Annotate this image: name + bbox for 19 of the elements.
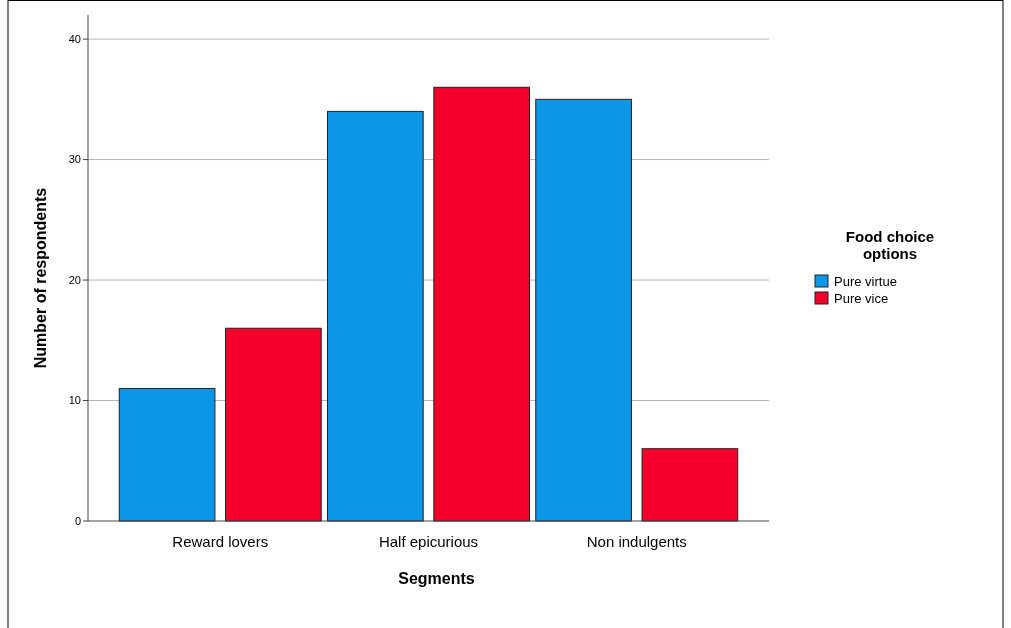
y-tick-label: 10 — [68, 394, 81, 407]
x-axis-title: Segments — [398, 570, 475, 587]
bar — [118, 387, 216, 522]
bar — [641, 448, 739, 522]
x-tick-label: Non indulgents — [586, 533, 687, 550]
y-tick-label: 30 — [68, 153, 81, 166]
bar — [535, 98, 632, 522]
legend-title: Food choice options — [845, 228, 935, 262]
bar — [225, 327, 322, 522]
x-tick-label: Reward lovers — [172, 533, 269, 550]
y-tick-label: 40 — [68, 32, 81, 45]
x-tick-label: Half epicurious — [378, 533, 479, 550]
y-axis-title: Number of respondents — [32, 187, 49, 369]
y-tick-label: 0 — [74, 514, 81, 527]
legend-label: Pure vice — [834, 290, 889, 306]
legend-label: Pure virtue — [834, 273, 897, 289]
bar — [433, 86, 530, 522]
bar — [327, 110, 424, 522]
y-tick-label: 20 — [68, 273, 81, 286]
